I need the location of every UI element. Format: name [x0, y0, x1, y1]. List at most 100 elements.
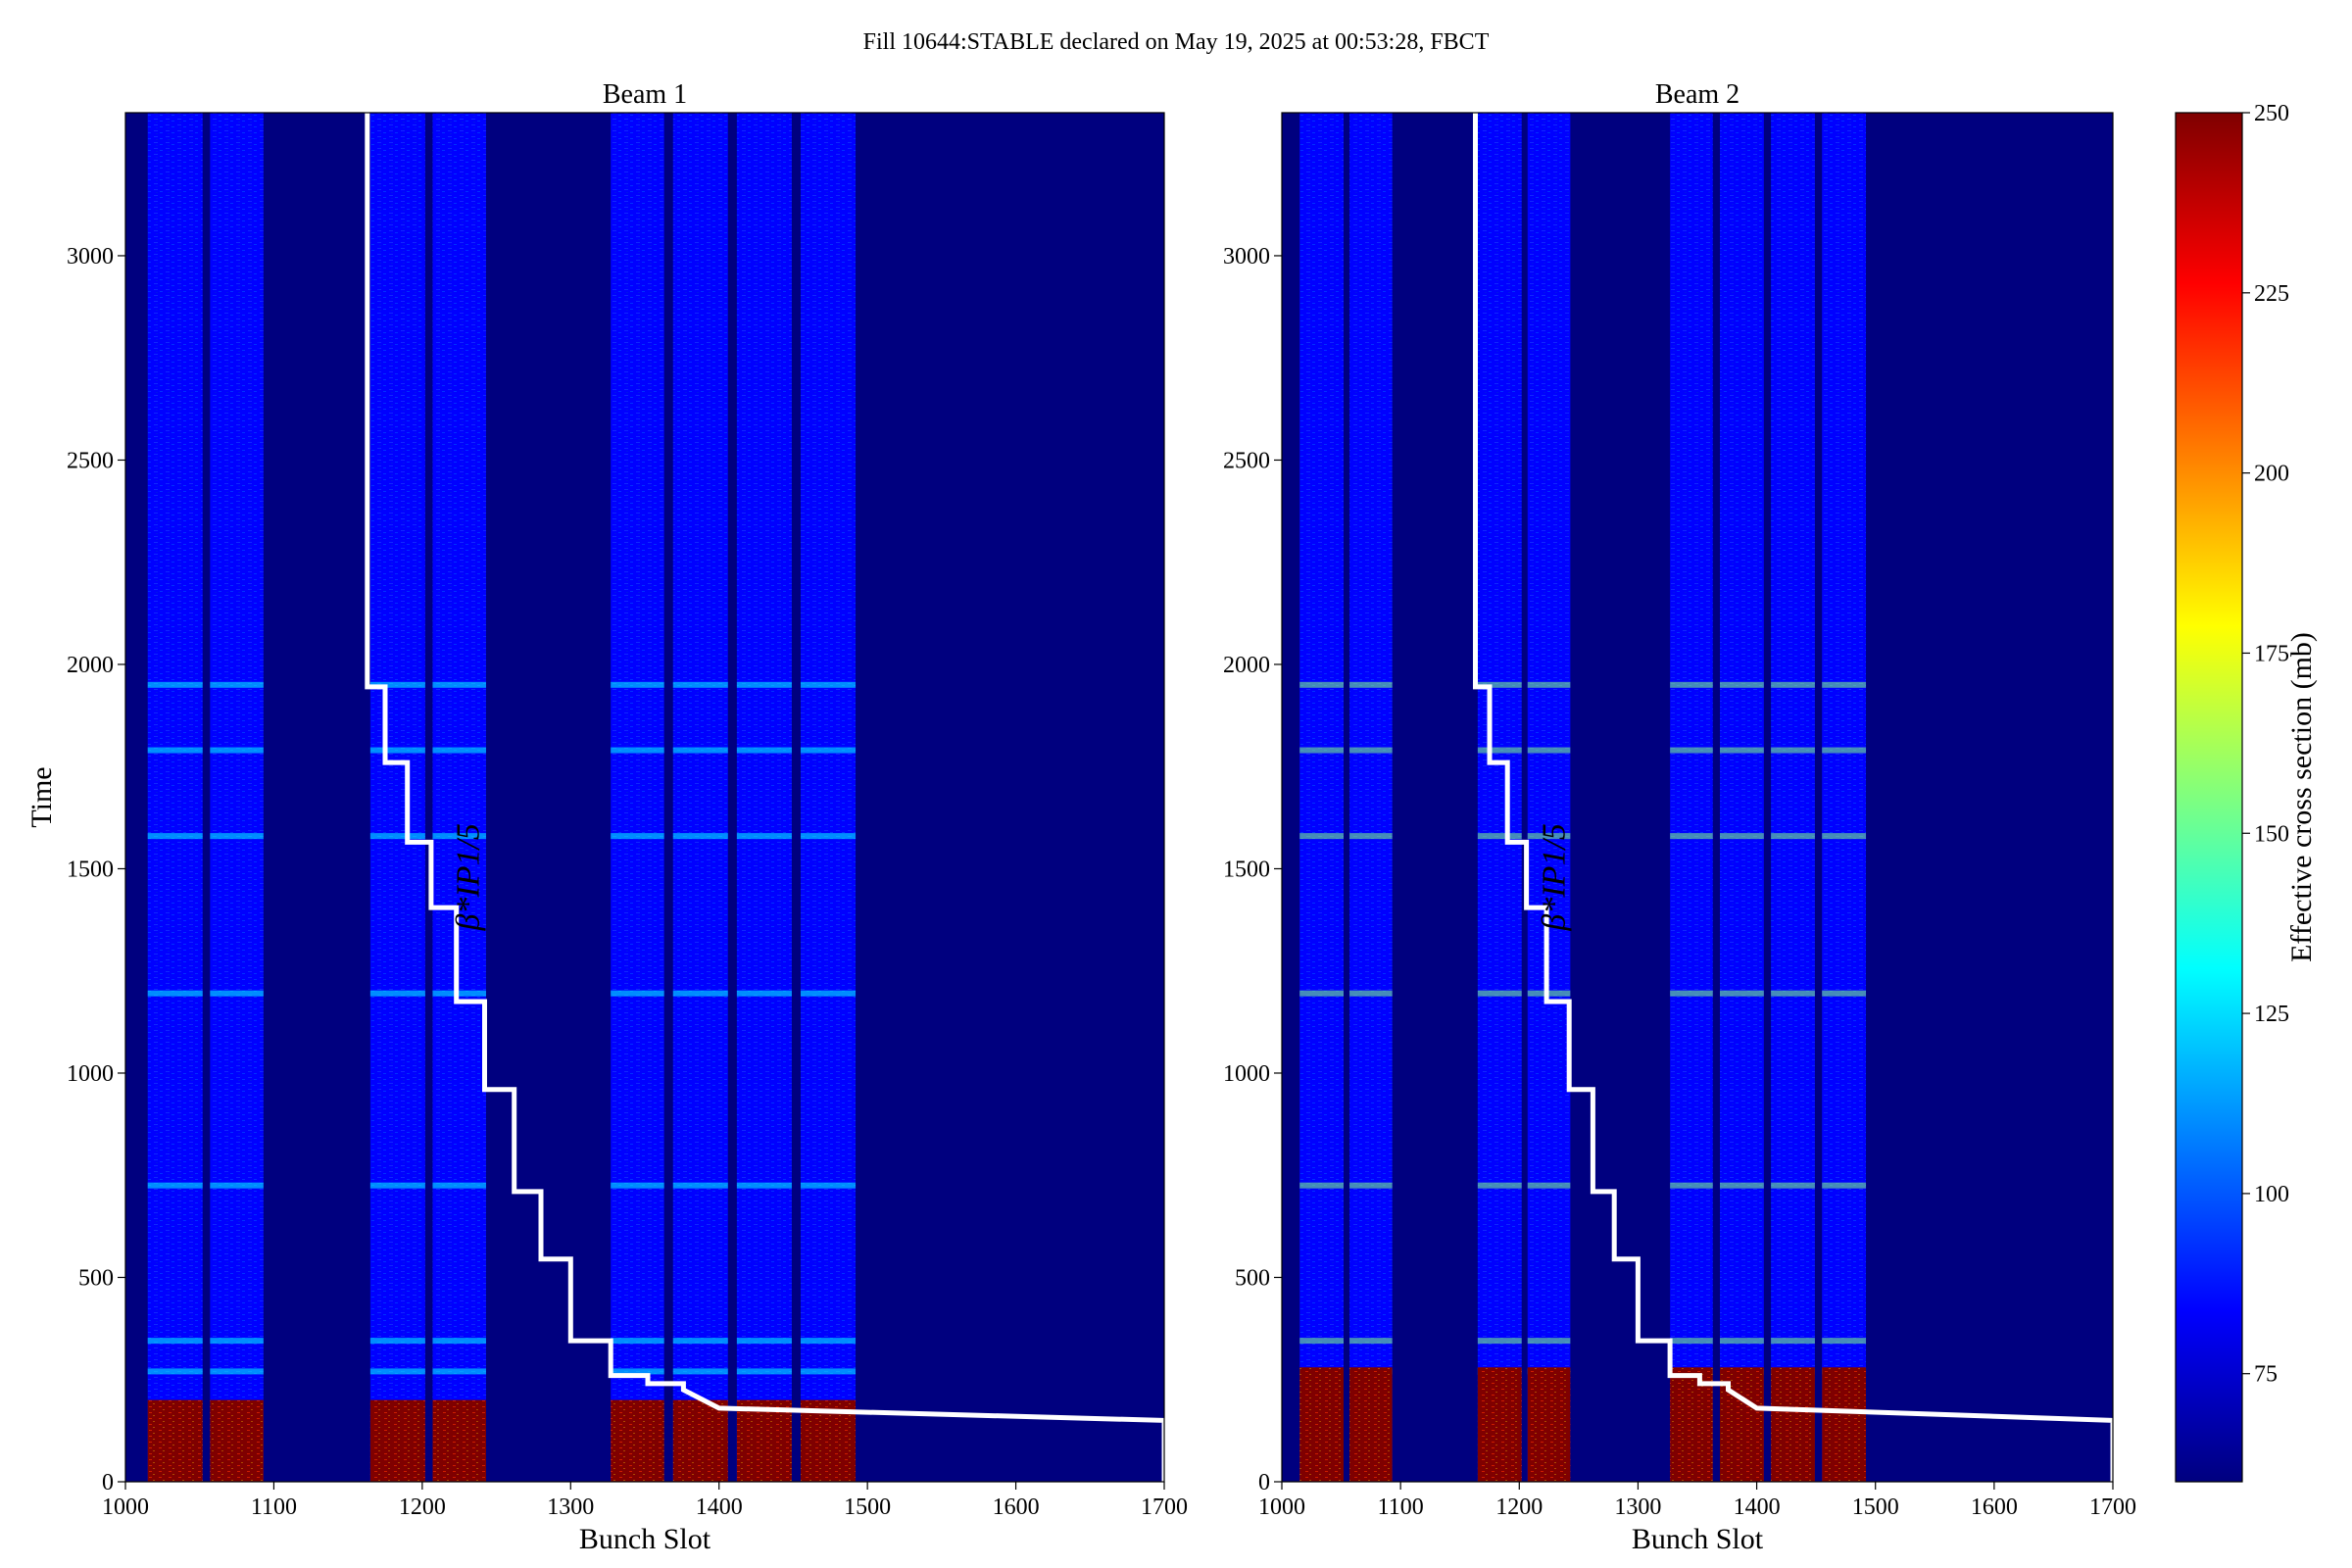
bunch-train [369, 113, 425, 1482]
train-streak [432, 1368, 486, 1375]
colorbar: 75 100 125 150 175 200 225 250 Effective cross s… [2175, 101, 2318, 1483]
bunch-train [1349, 113, 1393, 1482]
train-texture [1527, 113, 1571, 1482]
train-streak [210, 1338, 264, 1345]
train-streak [801, 1338, 857, 1345]
bunch-train [1477, 113, 1522, 1482]
beta-annotation: β*IP1/5 [1536, 823, 1572, 931]
bunch-train [1720, 113, 1764, 1482]
y-tick-label: 3000 [67, 244, 114, 270]
train-streak [1349, 990, 1393, 997]
panels: β*IP1/5 Beam 1 1000 1100 1200 1300 1400 1500 160… [25, 79, 2136, 1555]
bunch-train [1527, 113, 1571, 1482]
x-axis-label: Bunch Slot [1632, 1523, 1764, 1555]
x-tick-label: 1600 [993, 1494, 1040, 1520]
train-streak [1771, 681, 1815, 688]
train-streak [369, 1338, 425, 1345]
train-streak [210, 990, 264, 997]
y-tick-label: 3000 [1223, 244, 1270, 270]
x-tick-label: 1200 [399, 1494, 446, 1520]
train-streak [736, 1338, 792, 1345]
train-streak [1720, 747, 1764, 754]
train-streak [801, 990, 857, 997]
colorbar-tick-label: 100 [2254, 1182, 2289, 1207]
train-texture [672, 113, 728, 1482]
train-streak [1771, 747, 1815, 754]
train-streak [1477, 990, 1522, 997]
train-streak [210, 747, 264, 754]
train-streak [672, 681, 728, 688]
train-streak [801, 1368, 857, 1375]
x-tick-label: 1500 [1852, 1494, 1899, 1520]
train-streak [1822, 833, 1867, 840]
bunch-train [147, 113, 203, 1482]
colorbar-tick-label: 125 [2254, 1002, 2289, 1027]
train-streak [1720, 1182, 1764, 1189]
panel-2: β*IP1/5 Beam 2 1000 1100 1200 1300 1400 1500 160… [1223, 79, 2136, 1555]
train-streak [672, 747, 728, 754]
bunch-train [801, 113, 857, 1482]
train-streak [801, 747, 857, 754]
train-streak [672, 1338, 728, 1345]
panel-title: Beam 2 [1655, 79, 1740, 110]
train-streak [1822, 990, 1867, 997]
train-streak [1299, 833, 1344, 840]
train-streak [611, 1338, 664, 1345]
colorbar-tick-label: 75 [2254, 1362, 2278, 1388]
train-streak [1477, 747, 1522, 754]
train-streak [1822, 747, 1867, 754]
train-streak [369, 1368, 425, 1375]
train-streak [611, 1368, 664, 1375]
colorbar-label: Effective cross section (mb) [2285, 632, 2318, 962]
train-streak [147, 681, 203, 688]
train-streak [1822, 1338, 1867, 1345]
train-streak [1822, 1182, 1867, 1189]
beta-step-line [1473, 113, 2116, 1482]
train-streak [369, 747, 425, 754]
y-tick-label: 2500 [1223, 448, 1270, 473]
colorbar-gradient [2175, 112, 2243, 1483]
train-streak [736, 1182, 792, 1189]
train-streak [432, 747, 486, 754]
train-streak [147, 833, 203, 840]
train-streak [1299, 1182, 1344, 1189]
bunch-train [736, 113, 792, 1482]
x-tick-label: 1500 [844, 1494, 891, 1520]
train-streak [1670, 681, 1713, 688]
bunch-train [210, 113, 264, 1482]
train-streak [369, 833, 425, 840]
train-high-texture [210, 1399, 264, 1482]
train-streak [210, 833, 264, 840]
train-high-texture [736, 1399, 792, 1482]
bunch-train [672, 113, 728, 1482]
train-streak [1477, 833, 1522, 840]
train-texture [1477, 113, 1522, 1482]
y-tick-label: 1000 [1223, 1061, 1270, 1087]
train-streak [1527, 747, 1571, 754]
y-tick-label: 0 [1258, 1470, 1270, 1495]
axes-frame [124, 112, 1165, 1483]
train-texture [147, 113, 203, 1482]
train-high-texture [369, 1399, 425, 1482]
train-streak [801, 1182, 857, 1189]
train-streak [1349, 747, 1393, 754]
train-streak [1720, 990, 1764, 997]
train-texture [1720, 113, 1764, 1482]
train-streak [1477, 1338, 1522, 1345]
train-texture [736, 113, 792, 1482]
colorbar-tick-label: 200 [2254, 462, 2289, 487]
train-high-texture [672, 1399, 728, 1482]
train-high-texture [1477, 1367, 1522, 1482]
train-streak [147, 1338, 203, 1345]
train-streak [1349, 1182, 1393, 1189]
train-streak [432, 1338, 486, 1345]
y-tick-label: 1500 [1223, 857, 1270, 882]
train-streak [369, 1182, 425, 1189]
train-streak [1527, 1338, 1571, 1345]
colorbar-tick-label: 250 [2254, 101, 2289, 126]
train-streak [210, 1368, 264, 1375]
x-tick-label: 1400 [696, 1494, 743, 1520]
train-streak [1349, 1338, 1393, 1345]
train-texture [611, 113, 664, 1482]
